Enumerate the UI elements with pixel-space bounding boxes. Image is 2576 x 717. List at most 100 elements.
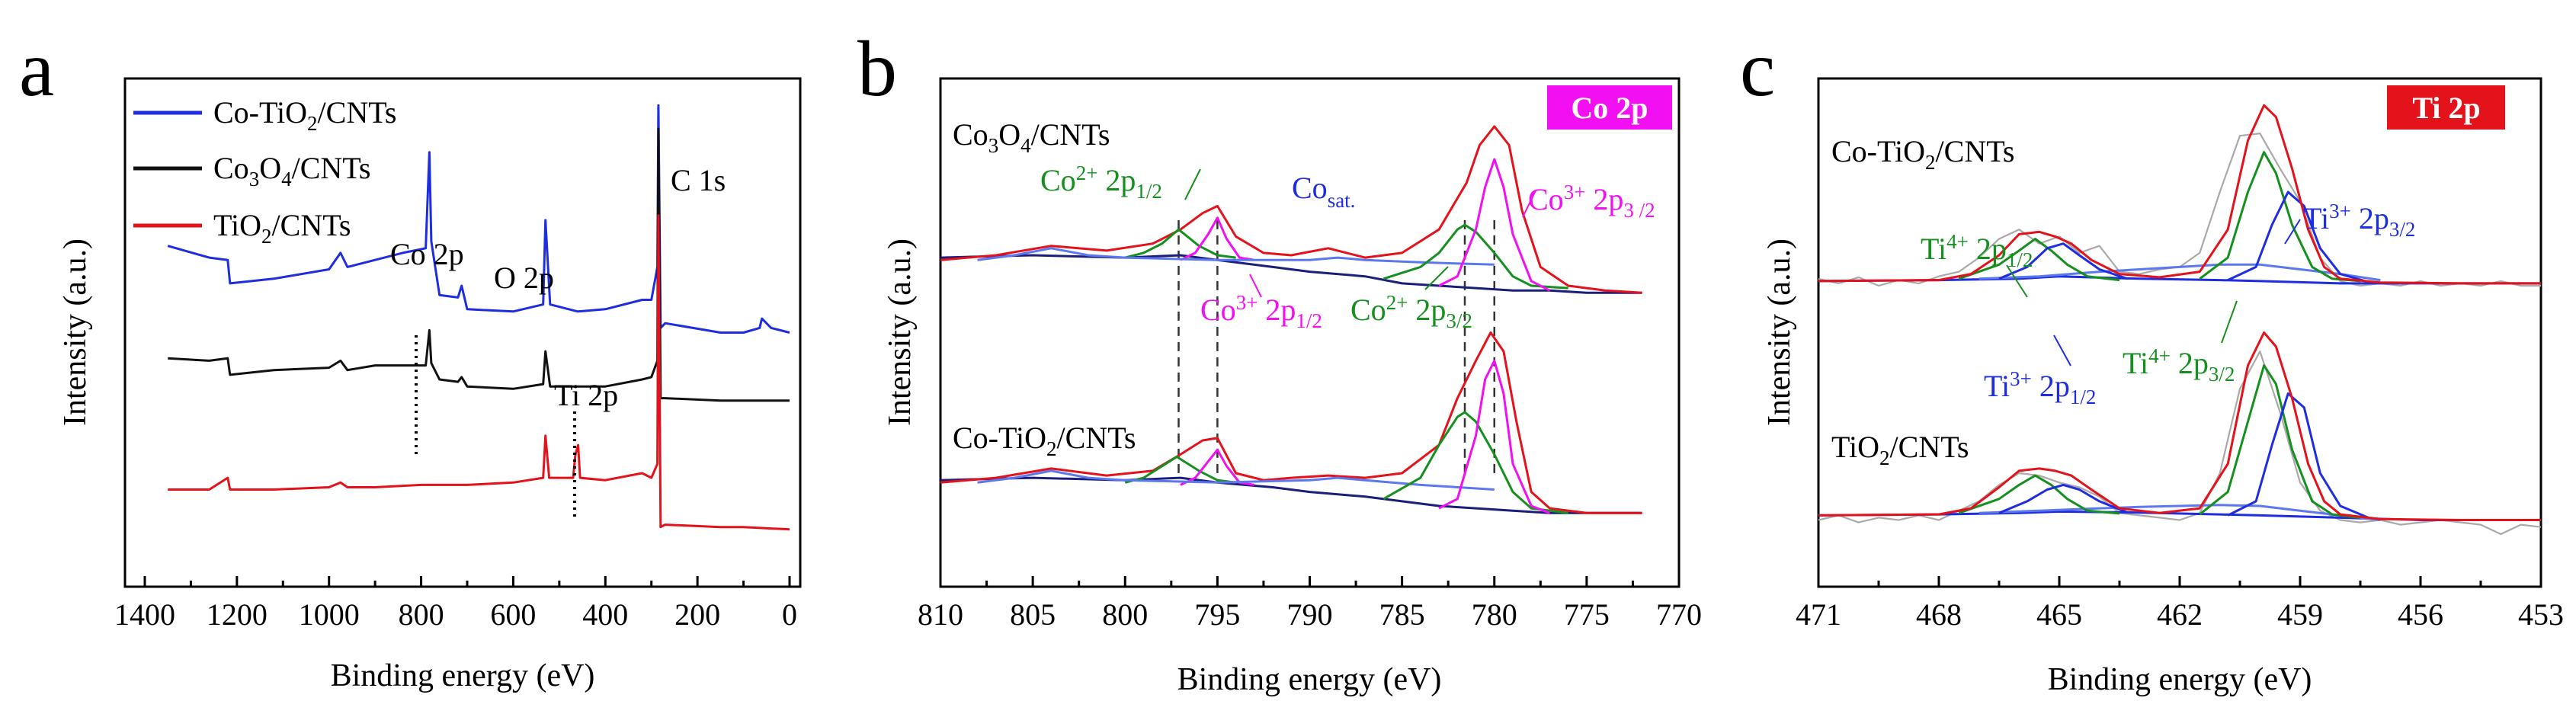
series-tio2-envelope <box>1818 331 2541 521</box>
annotation-o2p: O 2p <box>494 261 554 295</box>
series-co-tio2-ti3-2p3-2 <box>2227 190 2369 283</box>
peak-label-ti3-2p12: Ti3+ 2p1/2 <box>1984 367 2096 408</box>
x-ticks-c: 471 468 465 462 459 456 453 <box>1796 576 2564 632</box>
arrow-ti4-2p32 <box>2221 300 2238 344</box>
series-co3o4-envelope <box>940 125 1642 294</box>
series-co-tio2-baseline <box>940 476 1642 514</box>
x-tick-label-a: 800 <box>399 597 444 632</box>
series-co-tio2-ti4-2p1-2 <box>1958 238 2120 282</box>
x-tick-label-b: 795 <box>1194 597 1240 632</box>
arrow-ti3-2p12 <box>2053 334 2071 367</box>
series-a <box>167 104 790 531</box>
y-axis-title-c: Intensity (a.u.) <box>1762 238 1797 426</box>
series-co3o4-satellite <box>977 247 1495 266</box>
x-tick-label-c: 462 <box>2157 597 2203 632</box>
peak-label-ti4-2p12: Ti4+ 2p1/2 <box>1921 230 2033 271</box>
arrow-ti3-2p32 <box>2284 219 2301 245</box>
legend-label-co3o4: Co3O4/CNTs <box>213 151 370 190</box>
x-tick-label-b: 790 <box>1287 597 1333 632</box>
x-ticks-b: 810 805 800 795 790 785 780 775 770 <box>918 576 1702 632</box>
series-co3o4-co2-2p3-2 <box>1383 223 1568 290</box>
x-tick-label-a: 600 <box>490 597 536 632</box>
peak-label-co3-2p12: Co3+ 2p1/2 <box>1200 291 1322 332</box>
x-tick-label-b: 810 <box>918 597 963 632</box>
legend-label-co-tio2: Co-TiO2/CNTs <box>213 95 396 135</box>
peak-label-ti3-2p32: Ti3+ 2p3/2 <box>2303 200 2415 241</box>
x-axis-title-b: Binding energy (eV) <box>1177 662 1442 697</box>
sample-label-co-tio2-c: Co-TiO2/CNTs <box>1831 134 2014 174</box>
x-tick-label-b: 775 <box>1564 597 1610 632</box>
x-tick-label-c: 465 <box>2036 597 2082 632</box>
annotation-c1s: C 1s <box>671 163 726 197</box>
x-tick-label-c: 456 <box>2398 597 2443 632</box>
arrow-co3-2p32 <box>1522 190 1536 218</box>
series-co-tio2-envelope <box>940 331 1642 514</box>
series-co3o4-co3-2p1-2 <box>1180 216 1255 261</box>
arrow-ti4-2p12 <box>2006 264 2028 298</box>
sample-label-tio2-c: TiO2/CNTs <box>1831 430 1969 469</box>
x-axis-title-c: Binding energy (eV) <box>2048 662 2312 697</box>
series-co-tio2-envelope <box>1818 104 2541 285</box>
legend-a: Co-TiO2/CNTs Co3O4/CNTs TiO2/CNTs <box>133 95 396 248</box>
x-tick-label-b: 780 <box>1472 597 1517 632</box>
peak-label-ti4-2p32: Ti4+ 2p3/2 <box>2123 344 2235 386</box>
series-co3o4-cnts <box>168 127 790 402</box>
series-b <box>940 125 1642 514</box>
series-co-tio2-ti3-2p1-2 <box>1998 242 2128 280</box>
x-tick-label-a: 1200 <box>207 597 268 632</box>
sample-label-co-tio2: Co-TiO2/CNTs <box>953 421 1136 460</box>
annotation-arrows <box>1184 168 2301 367</box>
badge-ti2p-text: Ti 2p <box>2412 91 2480 125</box>
x-tick-label-a: 1400 <box>114 597 175 632</box>
series-tio2-light-baseline <box>1978 504 2381 521</box>
x-tick-label-c: 453 <box>2518 597 2564 632</box>
series-co3o4-co2-2p1-2 <box>1124 228 1236 259</box>
series-co-tio2-co3-2p3-2 <box>1438 359 1550 514</box>
annotation-ti2p: Ti 2p <box>554 378 618 412</box>
y-axis-title-a: Intensity (a.u.) <box>58 238 93 426</box>
series-tio2-ti4-2p1-2 <box>1958 474 2120 515</box>
series-tio2-ti3-2p3-2 <box>2227 392 2369 519</box>
series-co-tio2-satellite <box>977 469 1495 491</box>
legend-label-tio2: TiO2/CNTs <box>213 208 351 248</box>
x-tick-label-c: 459 <box>2277 597 2323 632</box>
x-tick-label-c: 468 <box>1916 597 1962 632</box>
x-ticks-a: 1400 1200 1000 800 600 400 200 0 <box>114 576 797 632</box>
marker-lines-a <box>415 335 576 518</box>
series-tio2-ti3-2p1-2 <box>1998 483 2129 514</box>
series-co-tio2-co2-2p3-2 <box>1383 411 1568 514</box>
x-tick-label-b: 805 <box>1010 597 1056 632</box>
x-tick-label-b: 770 <box>1656 597 1702 632</box>
sample-label-co3o4: Co3O4/CNTs <box>953 117 1110 157</box>
arrow-co2-2p12 <box>1184 168 1201 200</box>
x-tick-label-c: 471 <box>1796 597 1841 632</box>
x-axis-title-a: Binding energy (eV) <box>331 658 595 693</box>
panel-c: c 471 468 465 462 459 456 453 Ti 2p Co-TiO2/CN… <box>1740 25 2564 697</box>
series-co-tio2-co2-2p1-2 <box>1124 456 1236 484</box>
dashed-markers-b <box>1177 219 1495 473</box>
x-tick-label-a: 400 <box>582 597 628 632</box>
series-co-tio2-ti4-2p3-2 <box>2199 151 2361 283</box>
x-tick-label-b: 800 <box>1102 597 1148 632</box>
panel-b: b 810 805 800 795 790 785 780 775 770 Co 2p Co3O… <box>857 25 1702 697</box>
badge-ti2p <box>2387 85 2505 130</box>
arrow-co2-2p32 <box>1424 266 1449 290</box>
panel-letter-a: a <box>19 25 54 113</box>
series-tio2-ti4-2p3-2 <box>2199 364 2361 519</box>
x-tick-label-b: 785 <box>1379 597 1425 632</box>
panel-a: a 1400 1200 1000 800 600 400 200 0 Co-TiO2/CNTs… <box>19 25 802 693</box>
panel-letter-b: b <box>857 25 897 113</box>
y-axis-title-b: Intensity (a.u.) <box>883 238 918 426</box>
series-co3o4-baseline <box>940 254 1642 294</box>
plot-frame-a <box>123 77 802 588</box>
series-co3o4-co3-2p3-2 <box>1438 158 1551 292</box>
peak-label-co-sat: Cosat. <box>1292 171 1355 212</box>
x-tick-label-a: 0 <box>782 597 797 632</box>
x-tick-label-a: 200 <box>674 597 720 632</box>
series-tio2-raw <box>1818 350 2542 536</box>
series-c <box>1818 104 2542 536</box>
peak-label-co3-2p32: Co3+ 2p3 /2 <box>1528 181 1655 222</box>
annotation-co2p: Co 2p <box>390 237 464 271</box>
panel-letter-c: c <box>1740 25 1775 113</box>
